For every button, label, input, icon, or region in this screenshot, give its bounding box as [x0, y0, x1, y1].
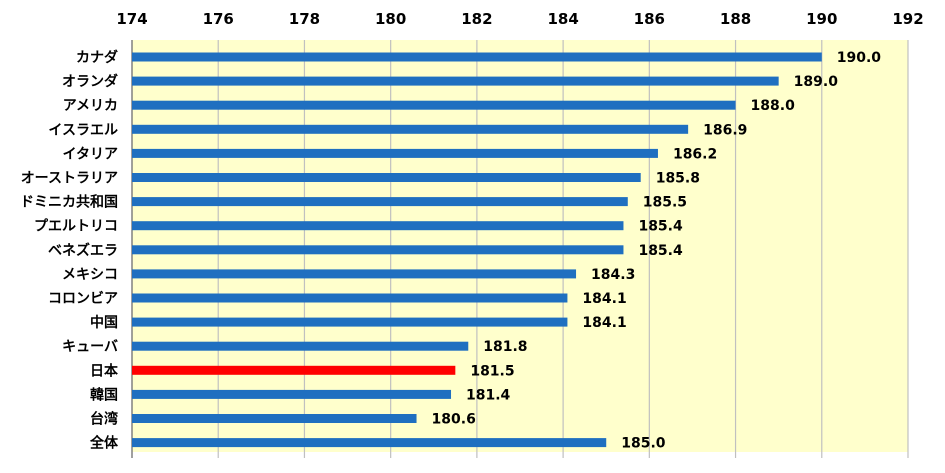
category-label: 全体 [89, 435, 119, 452]
bar [132, 52, 822, 62]
x-tick-label: 190 [806, 10, 837, 28]
category-label: キューバ [62, 339, 118, 355]
data-label: 185.8 [656, 171, 700, 187]
bar [132, 197, 628, 207]
x-tick-label: 188 [720, 10, 751, 28]
data-label: 185.4 [638, 219, 683, 235]
bar [132, 124, 689, 134]
category-label: 台湾 [90, 411, 118, 428]
bar [132, 341, 469, 351]
x-tick-label: 182 [461, 10, 492, 28]
x-tick-label: 180 [375, 10, 406, 28]
category-label: オーストラリア [21, 171, 118, 187]
data-label: 185.0 [621, 436, 666, 452]
category-label: コロンビア [48, 291, 118, 307]
category-label: 中国 [90, 314, 118, 331]
bar [132, 173, 641, 182]
data-label: 181.5 [470, 363, 514, 379]
x-tick-label: 192 [892, 10, 923, 28]
category-label: プエルトリコ [34, 219, 118, 235]
bar [132, 293, 568, 303]
category-label: ベネズエラ [48, 242, 118, 259]
category-label: ドミニカ共和国 [20, 194, 118, 211]
bar [132, 317, 568, 327]
data-label: 186.9 [703, 122, 747, 138]
category-label: イスラエル [48, 122, 118, 138]
data-label: 181.4 [466, 387, 511, 403]
data-label: 185.4 [638, 243, 683, 259]
x-tick-label: 176 [203, 10, 234, 28]
data-label: 189.0 [794, 74, 839, 90]
category-label: オランダ [62, 73, 118, 90]
data-label: 184.3 [591, 267, 635, 283]
category-label: メキシコ [62, 267, 118, 283]
bar [132, 389, 452, 399]
bar [132, 148, 658, 158]
category-label: イタリア [63, 146, 118, 162]
x-tick-label: 174 [116, 10, 147, 28]
data-label: 186.2 [673, 146, 717, 162]
category-label: 韓国 [90, 386, 118, 403]
data-label: 184.1 [582, 291, 626, 307]
category-label: カナダ [76, 49, 118, 66]
x-tick-label: 186 [634, 10, 665, 28]
bar [132, 221, 624, 231]
data-label: 185.5 [643, 195, 687, 211]
bar-highlight [132, 365, 456, 375]
bar [132, 245, 624, 255]
bar [132, 100, 736, 110]
data-label: 181.8 [483, 339, 527, 355]
data-label: 188.0 [751, 98, 796, 114]
data-label: 190.0 [837, 50, 882, 66]
bar [132, 269, 577, 279]
x-tick-label: 178 [289, 10, 320, 28]
data-label: 184.1 [582, 315, 626, 331]
category-label: アメリカ [63, 98, 118, 114]
category-label: 日本 [90, 362, 119, 379]
bar [132, 76, 779, 86]
x-tick-label: 184 [547, 10, 578, 28]
bar [132, 414, 417, 423]
data-label: 180.6 [432, 412, 476, 428]
bar [132, 438, 607, 448]
